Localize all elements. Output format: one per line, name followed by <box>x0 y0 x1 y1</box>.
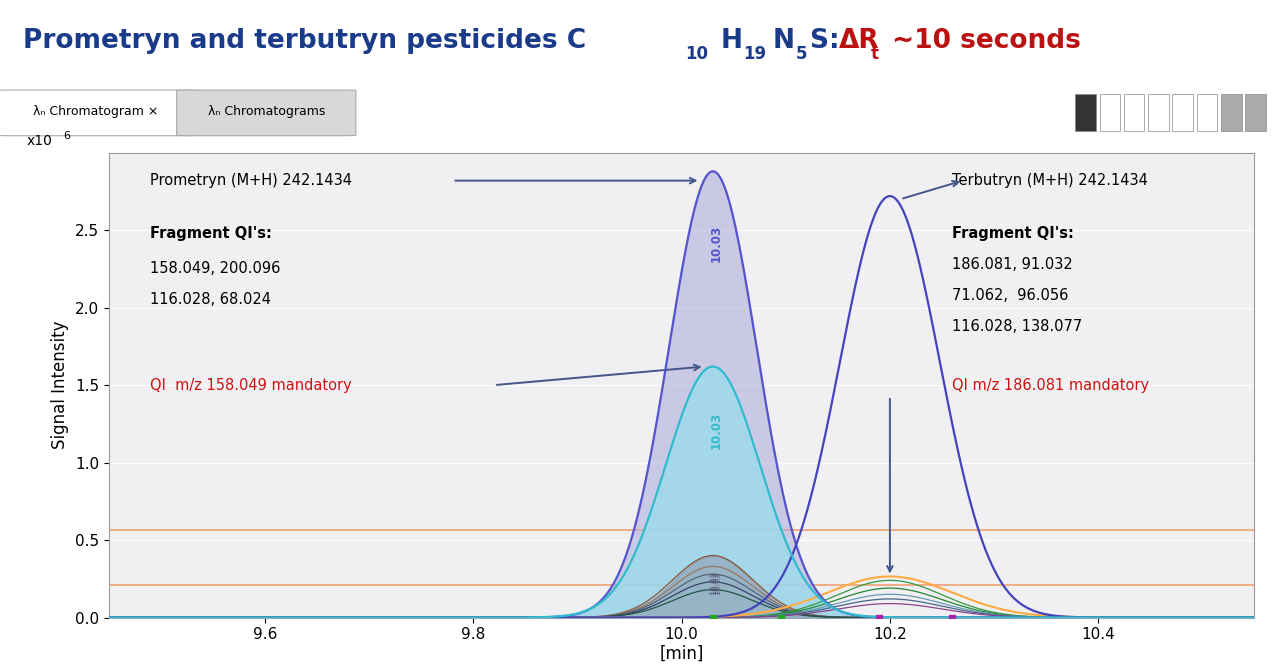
Bar <box>1100 94 1120 131</box>
Text: Prometryn (M+H) 242.1434: Prometryn (M+H) 242.1434 <box>151 173 352 188</box>
Text: Fragment QI's:: Fragment QI's: <box>952 226 1074 241</box>
Text: QI  m/z 158.049 mandatory: QI m/z 158.049 mandatory <box>151 378 352 392</box>
Bar <box>1245 94 1266 131</box>
Text: ~10 seconds: ~10 seconds <box>883 29 1082 54</box>
Text: 116.028, 138.077: 116.028, 138.077 <box>952 319 1083 334</box>
Text: 71.062,  96.056: 71.062, 96.056 <box>952 288 1069 303</box>
X-axis label: [min]: [min] <box>659 645 704 663</box>
Text: 158.049, 200.096: 158.049, 200.096 <box>151 262 280 276</box>
Bar <box>1221 94 1242 131</box>
Y-axis label: Signal Intensity: Signal Intensity <box>51 321 69 450</box>
Text: N: N <box>773 29 795 54</box>
Text: 10.03: 10.03 <box>713 571 722 595</box>
Text: H: H <box>721 29 742 54</box>
Bar <box>1075 94 1096 131</box>
Text: t: t <box>870 44 878 62</box>
Text: Fragment QI's:: Fragment QI's: <box>151 226 273 241</box>
Text: ΔR: ΔR <box>838 29 879 54</box>
Text: 116.028, 68.024: 116.028, 68.024 <box>151 292 271 307</box>
Bar <box>1197 94 1217 131</box>
Text: Prometryn and terbutryn pesticides C: Prometryn and terbutryn pesticides C <box>23 29 586 54</box>
Text: QI m/z 186.081 mandatory: QI m/z 186.081 mandatory <box>952 378 1149 392</box>
Text: 10.03: 10.03 <box>709 412 722 449</box>
FancyBboxPatch shape <box>177 90 356 135</box>
Text: 10.03: 10.03 <box>709 571 718 595</box>
Bar <box>1124 94 1144 131</box>
Text: λₙ Chromatogram ×: λₙ Chromatogram × <box>33 106 159 118</box>
Bar <box>1172 94 1193 131</box>
Text: 6: 6 <box>63 131 70 141</box>
FancyBboxPatch shape <box>0 90 196 135</box>
Text: Terbutryn (M+H) 242.1434: Terbutryn (M+H) 242.1434 <box>952 173 1148 188</box>
Text: λₙ Chromatograms: λₙ Chromatograms <box>207 106 325 118</box>
Text: 19: 19 <box>744 44 767 62</box>
Text: 10: 10 <box>685 44 708 62</box>
Text: 10.03: 10.03 <box>712 571 721 595</box>
Text: 10.03: 10.03 <box>709 225 722 262</box>
Text: x10: x10 <box>27 134 52 148</box>
Text: 186.081, 91.032: 186.081, 91.032 <box>952 257 1073 272</box>
Text: 5: 5 <box>796 44 808 62</box>
Text: S:: S: <box>810 29 849 54</box>
Bar <box>1148 94 1169 131</box>
